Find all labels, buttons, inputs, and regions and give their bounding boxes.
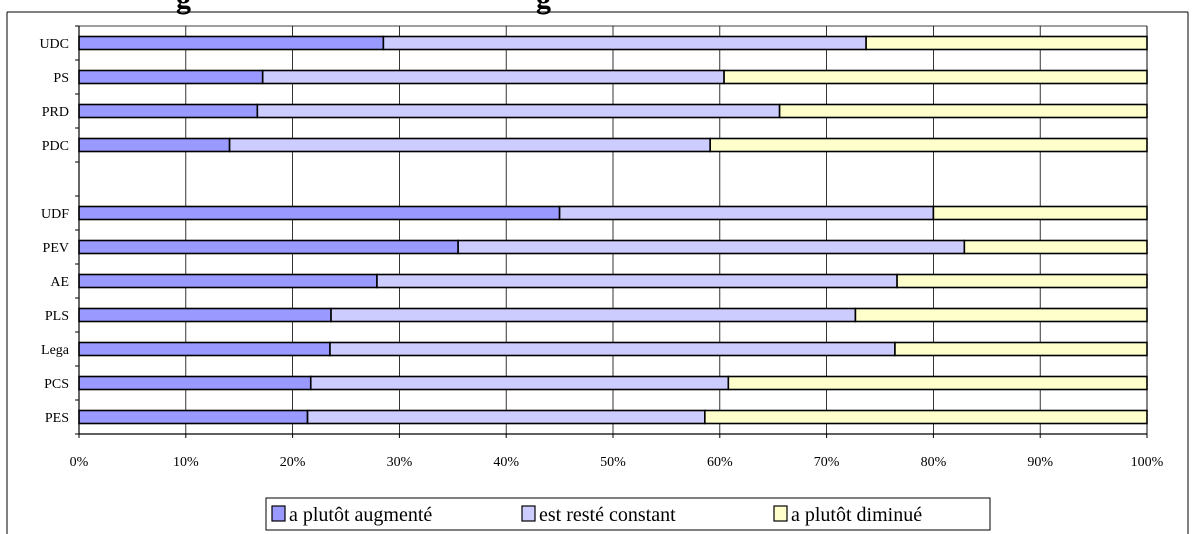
bar-segment (78, 239, 459, 255)
bar-segment (330, 307, 857, 323)
bar-segment (709, 137, 1148, 153)
category-label: Lega (41, 343, 70, 358)
bar-segment (78, 103, 259, 119)
bar-segment (261, 69, 725, 85)
x-tick-label: 40% (493, 455, 519, 470)
bar-segment (256, 103, 781, 119)
category-label: PDC (42, 139, 69, 154)
category-label: PCS (44, 377, 69, 392)
bar-segment (329, 341, 896, 357)
bar-segment (865, 35, 1148, 51)
bar-segment (558, 205, 935, 221)
category-labels: UDC PS PRD PDC UDF PEV AE PLS Lega PCS PES (39, 37, 69, 426)
legend-label: est resté constant (539, 504, 676, 526)
bar-segment (854, 307, 1148, 323)
x-tick-label: 10% (173, 455, 199, 470)
bar-segment (723, 69, 1148, 85)
bar-segment (78, 307, 332, 323)
bar-segment (78, 69, 264, 85)
category-label: PLS (45, 309, 69, 324)
plot-border (75, 25, 1148, 435)
category-label: PS (53, 71, 69, 86)
x-tick-label: 50% (600, 455, 626, 470)
x-tick-label: 60% (707, 455, 733, 470)
x-tick-label: 80% (921, 455, 947, 470)
bar-segment (78, 35, 385, 51)
bar-segment (78, 205, 561, 221)
x-tick-label: 90% (1027, 455, 1053, 470)
legend-label: a plutôt diminué (791, 504, 922, 526)
x-tick-label: 30% (387, 455, 413, 470)
x-tick-label: 70% (814, 455, 840, 470)
legend-box (265, 497, 991, 531)
x-tick-label: 0% (70, 455, 89, 470)
legend: a plutôt augmenté est resté constant a plu… (265, 497, 991, 531)
category-label: PES (45, 411, 69, 426)
category-label: AE (50, 275, 69, 290)
bar-segment (894, 341, 1148, 357)
x-tick-labels: 0% 10% 20% 30% 40% 50% 60% 70% 80% 90% 100% (70, 455, 1164, 470)
category-label: PEV (43, 241, 69, 256)
bar-segment (382, 35, 867, 51)
legend-swatch (271, 505, 286, 522)
bar-segment (704, 409, 1148, 425)
bar-segment (309, 375, 730, 391)
legend-swatch (773, 505, 788, 522)
bar-segment (228, 137, 711, 153)
bar-segment (727, 375, 1148, 391)
x-tick-label: 20% (280, 455, 306, 470)
category-label: UDF (41, 207, 69, 222)
bar-segment (306, 409, 706, 425)
bar-segment (896, 273, 1148, 289)
bar-segment (78, 341, 331, 357)
bar-segment (78, 273, 378, 289)
bar-segment (932, 205, 1148, 221)
category-label: PRD (42, 105, 69, 120)
category-label: UDC (39, 37, 69, 52)
bar-segment (963, 239, 1148, 255)
chart-title-fragment: g g (176, 0, 551, 15)
bar-segment (457, 239, 966, 255)
bar-segment (78, 409, 309, 425)
bar-segment (78, 375, 312, 391)
bar-segment (778, 103, 1148, 119)
legend-swatch (521, 505, 536, 522)
bar-segment (78, 137, 231, 153)
bar-segment (376, 273, 898, 289)
legend-label: a plutôt augmenté (289, 504, 432, 526)
x-tick-label: 100% (1131, 455, 1164, 470)
